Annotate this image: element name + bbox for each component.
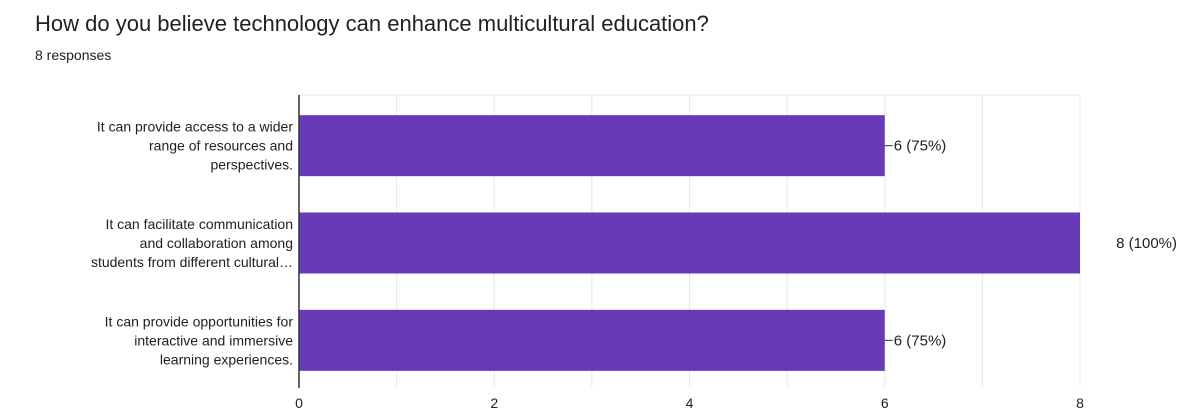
x-tick-label: 2: [490, 395, 498, 411]
category-label-line: students from different cultural…: [91, 254, 293, 270]
category-label-line: learning experiences.: [160, 351, 293, 367]
x-tick-label: 6: [881, 395, 889, 411]
x-tick-label: 0: [295, 395, 303, 411]
category-label-line: and collaboration among: [140, 235, 293, 251]
category-label: It can provide opportunities for interact…: [105, 313, 294, 367]
x-tick-label: 4: [686, 395, 694, 411]
bar[interactable]: [299, 212, 1080, 274]
category-label: It can facilitate communication and colla…: [91, 216, 293, 270]
category-label-line: range of resources and: [149, 138, 293, 154]
data-label: 6 (75%): [894, 138, 947, 155]
response-count: 8 responses: [35, 47, 112, 63]
bar[interactable]: [299, 309, 885, 371]
category-label-line: It can facilitate communication: [105, 216, 293, 232]
category-label-line: perspectives.: [211, 157, 293, 173]
category-label-line: interactive and immersive: [134, 332, 293, 348]
category-label: It can provide access to a wider range of…: [97, 119, 293, 173]
category-label-line: It can provide access to a wider: [97, 119, 293, 135]
chart-title: How do you believe technology can enhanc…: [35, 11, 709, 36]
bar[interactable]: [299, 115, 885, 177]
data-label: 6 (75%): [894, 332, 947, 349]
x-tick-label: 8: [1076, 395, 1084, 411]
data-label: 8 (100%): [1116, 235, 1177, 252]
category-label-line: It can provide opportunities for: [105, 313, 294, 329]
